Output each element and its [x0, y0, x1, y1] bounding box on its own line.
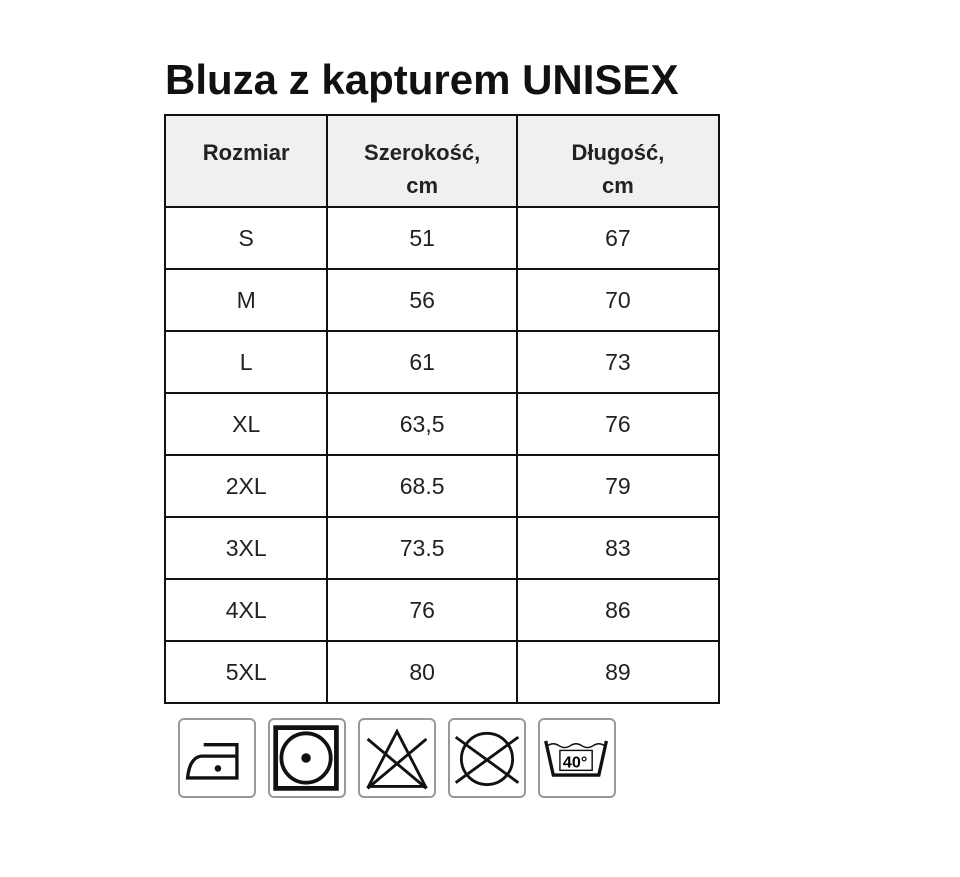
no-dry-clean-icon [448, 718, 526, 798]
size-table: Rozmiar Szerokość, cm Długość, cm S 51 67 M 56… [163, 114, 721, 704]
iron-low-icon [178, 718, 256, 798]
column-header: Rozmiar [163, 114, 329, 208]
table-cell: XL [163, 392, 329, 456]
table-row: M 56 70 [163, 268, 721, 332]
table-cell: 3XL [163, 516, 329, 580]
table-row: XL 63,5 76 [163, 392, 721, 456]
table-cell: 73.5 [326, 516, 518, 580]
table-cell: 86 [515, 578, 721, 642]
table-row: 4XL 76 86 [163, 578, 721, 642]
table-row: 2XL 68.5 79 [163, 454, 721, 518]
table-cell: 73 [515, 330, 721, 394]
table-cell: 51 [326, 206, 518, 270]
table-cell: 76 [515, 392, 721, 456]
table-cell: 61 [326, 330, 518, 394]
table-cell: 79 [515, 454, 721, 518]
table-row: 3XL 73.5 83 [163, 516, 721, 580]
table-cell: 56 [326, 268, 518, 332]
table-cell: 67 [515, 206, 721, 270]
table-cell: M [163, 268, 329, 332]
table-cell: L [163, 330, 329, 394]
no-bleach-icon [358, 718, 436, 798]
wash-40-icon: 40° [538, 718, 616, 798]
column-header: Długość, cm [515, 114, 721, 208]
table-cell: 5XL [163, 640, 329, 704]
table-cell: 70 [515, 268, 721, 332]
table-cell: 83 [515, 516, 721, 580]
table-row: L 61 73 [163, 330, 721, 394]
table-row: 5XL 80 89 [163, 640, 721, 704]
table-cell: 63,5 [326, 392, 518, 456]
wash-temp: 40° [563, 753, 587, 771]
table-cell: 4XL [163, 578, 329, 642]
column-header: Szerokość, cm [326, 114, 518, 208]
table-cell: 89 [515, 640, 721, 704]
table-cell: 2XL [163, 454, 329, 518]
table-cell: 80 [326, 640, 518, 704]
tumble-dry-icon [268, 718, 346, 798]
table-cell: 76 [326, 578, 518, 642]
table-cell: 68.5 [326, 454, 518, 518]
table-row: S 51 67 [163, 206, 721, 270]
page-title: Bluza z kapturem UNISEX [165, 56, 679, 103]
care-icons: 40° [178, 718, 616, 798]
table-cell: S [163, 206, 329, 270]
